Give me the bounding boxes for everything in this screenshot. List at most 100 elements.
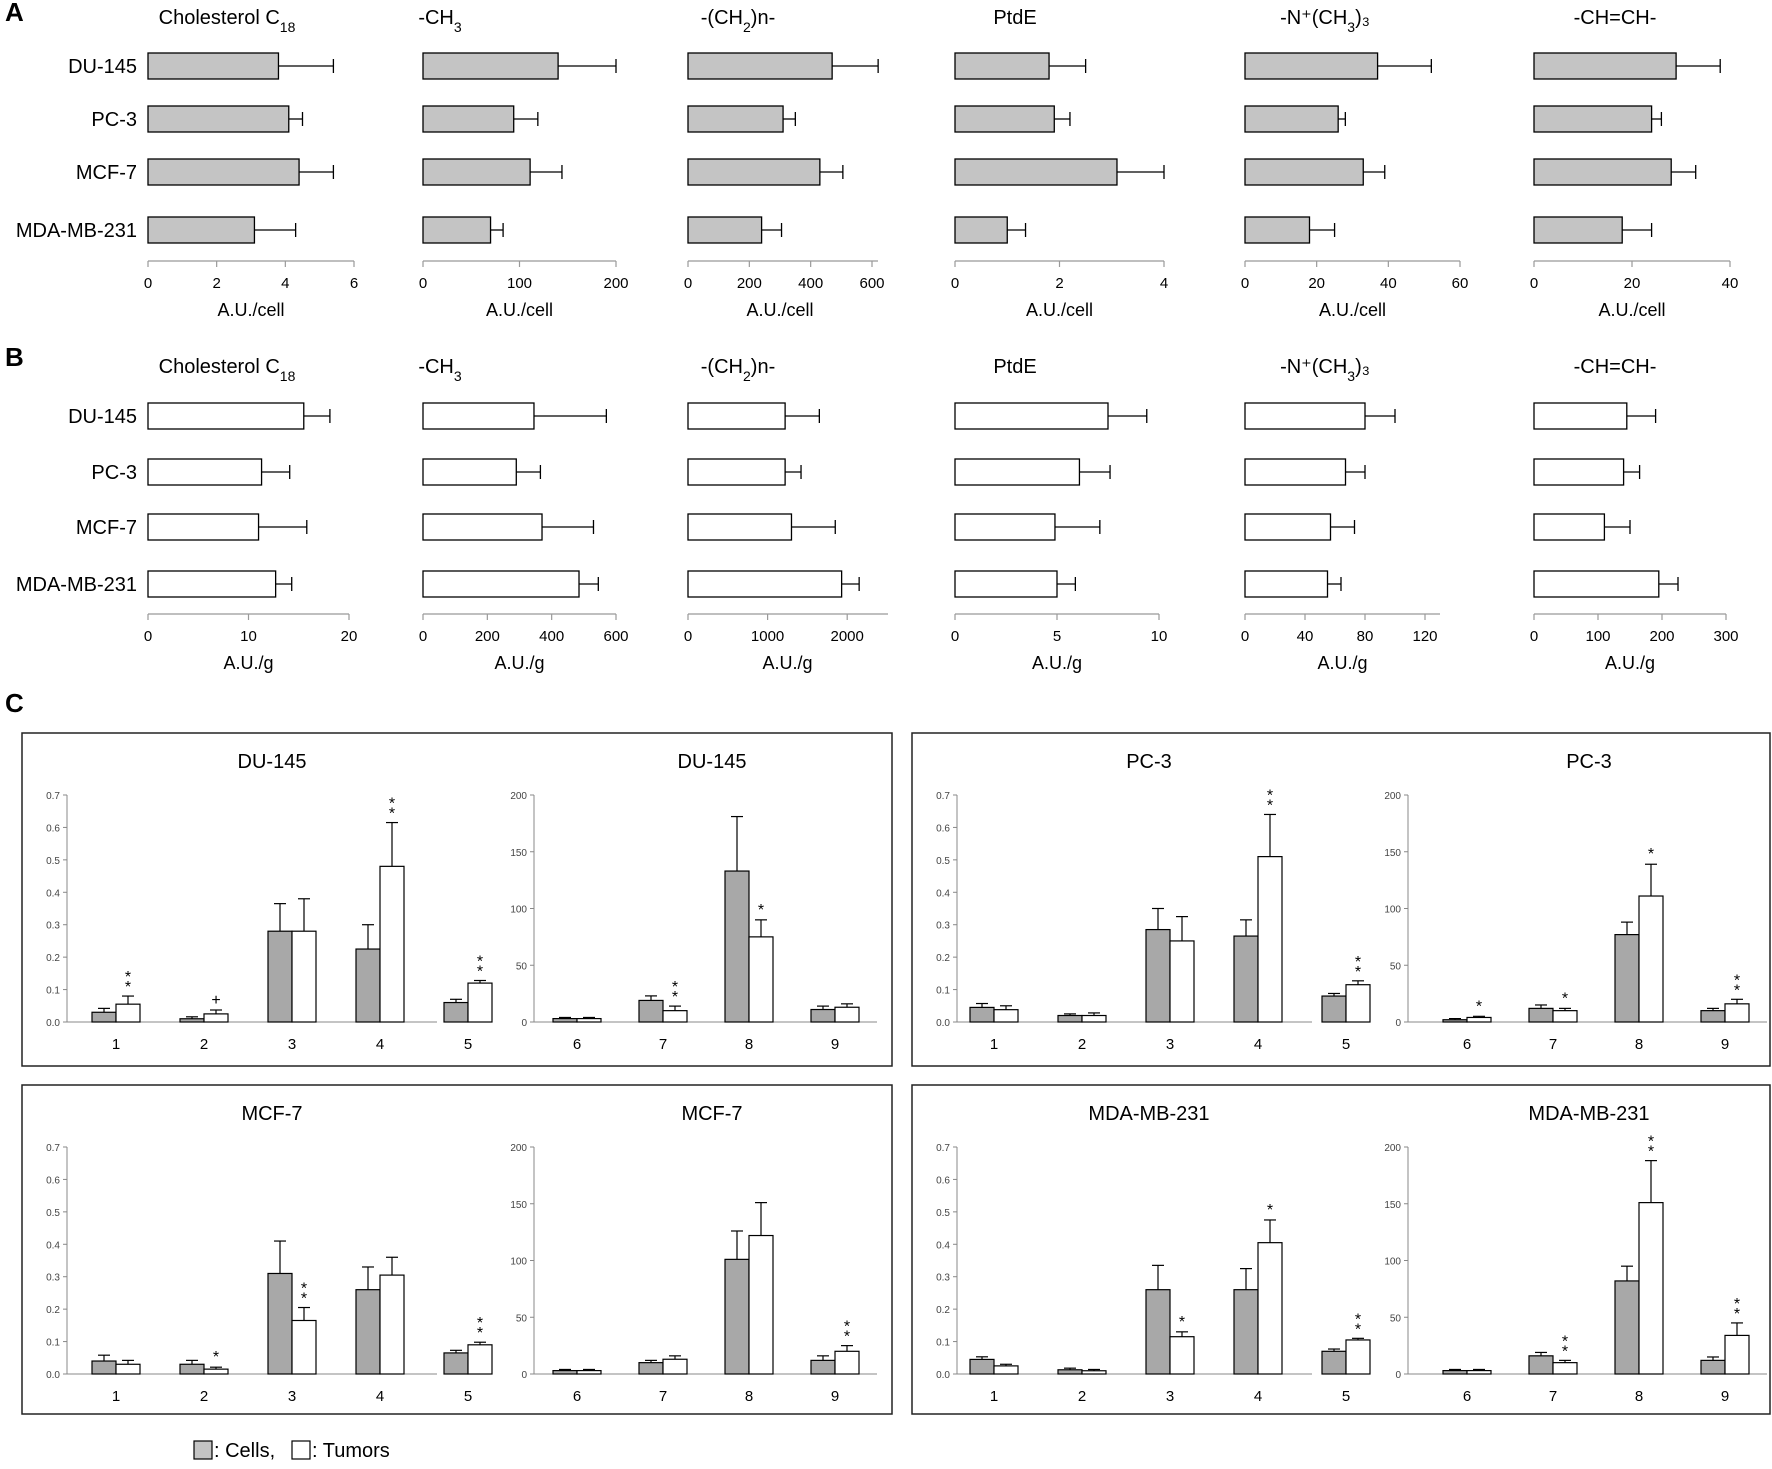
- panel-c-mcf-7-left-y-tick-label-4: 0.3: [46, 1273, 60, 1284]
- panel-c-mcf-7-right-y-tick-label-1: 0: [521, 1370, 527, 1381]
- panel-a-subplot-4-x-label: A.U./cell: [1026, 300, 1093, 320]
- legend-label-tumors: : Tumors: [312, 1440, 390, 1462]
- panel-b-subplot-1-title: Cholesterol C18: [159, 356, 296, 384]
- panel-a-subplot-4-bar-2: [954, 105, 1055, 133]
- panel-a-subplot-6-tick-label-1: 0: [1530, 275, 1538, 292]
- panel-b-subplot-6-bar-1: [1533, 402, 1628, 430]
- panel-c-mda-mb-231-right-y-tick-label-1: 0: [1395, 1370, 1401, 1381]
- panel-b-subplot-4-tick-label-1: 0: [951, 628, 959, 645]
- panel-c-mda-mb-231-right-bar-cells-6: [1442, 1369, 1468, 1375]
- panel-label-a: A: [5, 0, 24, 27]
- panel-b-subplot-1-bar-2: [147, 458, 263, 486]
- panel-c-du-145-left-bar-cells-1: [91, 1011, 117, 1023]
- panel-c-du-145-left-title: DU-145: [238, 751, 307, 773]
- panel-a-subplot-4-bar-1: [954, 52, 1050, 80]
- panel-c-mda-mb-231-right-bar-cells-8: [1614, 1280, 1640, 1375]
- panel-c-mcf-7-left-significance-2: *: [213, 1349, 219, 1366]
- panel-c-du-145-left-y-tick-label-7: 0.6: [46, 823, 60, 834]
- panel-c-du-145-right-significance-7-a: *: [672, 989, 678, 1006]
- panel-b-row-label-1: DU-145: [68, 406, 137, 428]
- panel-c-mda-mb-231-right-significance-7-a: *: [1562, 1343, 1568, 1360]
- panel-b-subplot-5-bar-3: [1244, 513, 1332, 541]
- panel-c-du-145-left-significance-2: +: [211, 992, 220, 1009]
- panel-c-mcf-7-left-bar-tumors-5: [467, 1344, 493, 1375]
- panel-b-subplot-5-title: -N⁺(CH3)₃: [1280, 356, 1370, 384]
- panel-c-mda-mb-231-left-bar-cells-2: [1057, 1369, 1083, 1375]
- panel-a-subplot-6-title: -CH=CH-: [1574, 7, 1657, 29]
- panel-c-mcf-7-box: [21, 1084, 893, 1415]
- panel-b-subplot-6-tick-label-4: 300: [1713, 628, 1738, 645]
- panel-c-du-145-left-category-label-3: 3: [288, 1036, 296, 1053]
- panel-a-subplot-6-bar-1: [1533, 52, 1677, 80]
- panel-b-subplot-3-tick-label-3: 2000: [831, 628, 864, 645]
- panel-c-mcf-7-right-title: MCF-7: [681, 1103, 742, 1125]
- panel-a-subplot-1-bar-1: [147, 52, 280, 80]
- panel-c-mda-mb-231-right-category-label-9: 9: [1721, 1388, 1729, 1405]
- panel-b-subplot-2-bar-4: [422, 570, 580, 598]
- panel-c-mda-mb-231-right-bar-cells-7: [1528, 1355, 1554, 1375]
- panel-c-mcf-7-left-bar-tumors-3: [291, 1319, 317, 1375]
- panel-a-subplot-3-tick-label-4: 600: [859, 275, 884, 292]
- panel-a-subplot-3-bar-3: [687, 158, 821, 186]
- panel-c-pc-3-right-category-label-6: 6: [1463, 1036, 1471, 1053]
- panel-c-mda-mb-231-right-significance-9-b: *: [1734, 1296, 1740, 1313]
- panel-b-subplot-1-tick-label-2: 10: [240, 628, 257, 645]
- panel-b-subplot-6-bar-3: [1533, 513, 1606, 541]
- panel-b-subplot-3-title: -(CH2)n-: [701, 356, 775, 384]
- panel-b-subplot-5-tick-label-2: 40: [1297, 628, 1314, 645]
- panel-c-pc-3-left-bar-cells-5: [1321, 995, 1347, 1023]
- panel-a-subplot-3-tick-label-1: 0: [684, 275, 692, 292]
- panel-c-du-145-right-bar-cells-8: [724, 870, 750, 1023]
- panel-c-pc-3-right-bar-tumors-7: [1552, 1010, 1578, 1023]
- panel-c-du-145-left-bar-cells-4: [355, 948, 381, 1023]
- panel-b-subplot-3-bar-2: [687, 458, 786, 486]
- panel-c-mcf-7-left-y-tick-label-8: 0.7: [46, 1143, 60, 1154]
- panel-c-pc-3-left-bar-cells-2: [1057, 1014, 1083, 1023]
- panel-c-du-145-left-bar-tumors-5: [467, 982, 493, 1023]
- panel-c-mcf-7-left-bar-tumors-1: [115, 1363, 141, 1375]
- panel-b-subplot-3-bar-3: [687, 513, 793, 541]
- panel-c-mda-mb-231-right-y-tick-label-3: 100: [1384, 1257, 1401, 1268]
- panel-b-subplot-4-title: PtdE: [993, 356, 1036, 378]
- panel-c-mda-mb-231-left-significance-3: *: [1179, 1314, 1185, 1331]
- panel-c-mda-mb-231-left-bar-tumors-4: [1257, 1242, 1283, 1375]
- panel-a-row-label-1: DU-145: [68, 56, 137, 78]
- panel-a-subplot-5-bar-3: [1244, 158, 1364, 186]
- panel-a-subplot-2-tick-label-3: 200: [603, 275, 628, 292]
- panel-c-pc-3-right-significance-8: *: [1648, 846, 1654, 863]
- panel-c-du-145-right-bar-tumors-8: [748, 936, 774, 1023]
- panel-c-du-145-right-category-label-8: 8: [745, 1036, 753, 1053]
- panel-c-pc-3-right-bar-cells-9: [1700, 1010, 1726, 1023]
- panel-c-du-145-left-y-tick-label-3: 0.2: [46, 953, 60, 964]
- panel-c-mda-mb-231-right-bar-cells-9: [1700, 1359, 1726, 1375]
- panel-c-du-145-left-category-label-2: 2: [200, 1036, 208, 1053]
- panel-c-du-145-right-y-tick-label-3: 100: [510, 905, 527, 916]
- panel-a-subplot-1-x-label: A.U./cell: [217, 300, 284, 320]
- panel-c-mda-mb-231-left-y-tick-label-3: 0.2: [936, 1305, 950, 1316]
- panel-a-subplot-3-bar-1: [687, 52, 833, 80]
- panel-c-mda-mb-231-right-y-tick-label-4: 150: [1384, 1200, 1401, 1211]
- panel-c-mcf-7-right-bar-tumors-8: [748, 1234, 774, 1375]
- panel-c-mcf-7-right-category-label-8: 8: [745, 1388, 753, 1405]
- panel-c-pc-3-left-significance-5-a: *: [1355, 964, 1361, 981]
- panel-c-pc-3-left-y-tick-label-3: 0.2: [936, 953, 950, 964]
- panel-c-mda-mb-231-left-bar-cells-4: [1233, 1289, 1259, 1375]
- panel-a-subplot-5-tick-label-1: 0: [1241, 275, 1249, 292]
- panel-a-subplot-2-tick-label-2: 100: [507, 275, 532, 292]
- panel-b-subplot-1-tick-label-3: 20: [341, 628, 358, 645]
- panel-b-subplot-1-bar-3: [147, 513, 260, 541]
- panel-c-pc-3-right-y-tick-label-1: 0: [1395, 1018, 1401, 1029]
- panel-c-pc-3-left-y-tick-label-7: 0.6: [936, 823, 950, 834]
- panel-c-mcf-7-left-significance-3-a: *: [301, 1291, 307, 1308]
- panel-c-pc-3-right-significance-9-a: *: [1734, 982, 1740, 999]
- panel-c-du-145-right-bar-cells-7: [638, 999, 664, 1023]
- panel-c-du-145-right-bar-cells-9: [810, 1008, 836, 1023]
- panel-a-subplot-1-title: Cholesterol C18: [159, 7, 296, 35]
- panel-c-du-145-left-y-tick-label-5: 0.4: [46, 888, 60, 899]
- panel-b-subplot-1-bar-4: [147, 570, 277, 598]
- panel-c-mda-mb-231-left-significance-5-b: *: [1355, 1311, 1361, 1328]
- panel-a-subplot-3-tick-label-3: 400: [798, 275, 823, 292]
- panel-a-subplot-6-bar-4: [1533, 216, 1623, 244]
- panel-b-subplot-2-title: -CH3: [418, 356, 462, 384]
- panel-c-mcf-7-right-category-label-7: 7: [659, 1388, 667, 1405]
